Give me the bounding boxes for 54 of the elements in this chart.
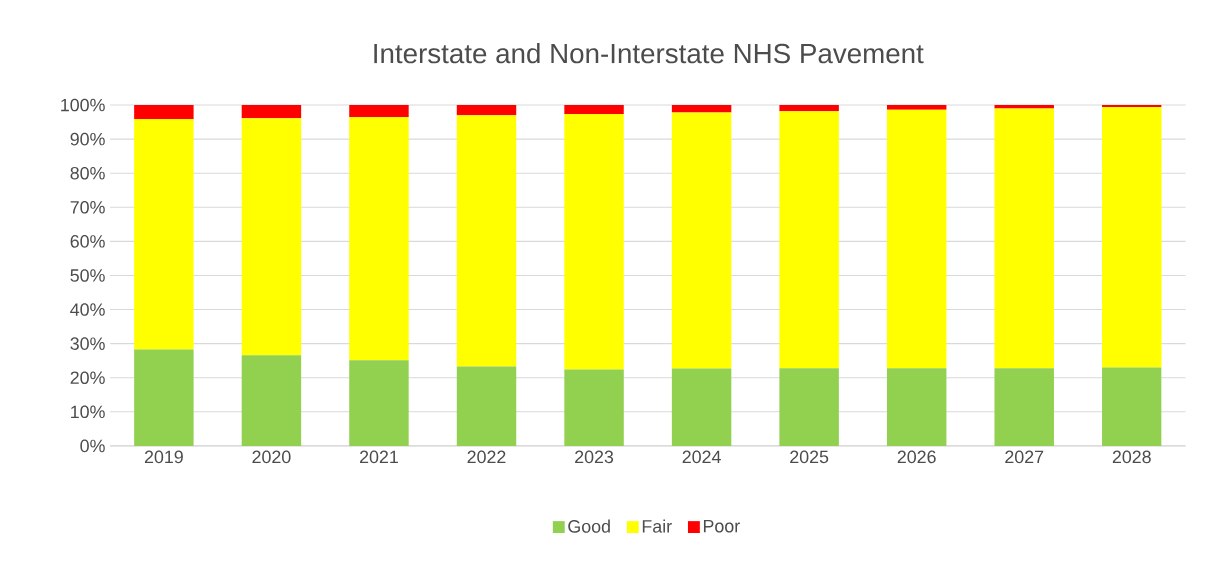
x-tick-label: 2019 bbox=[144, 450, 183, 464]
bar bbox=[671, 112, 732, 369]
legend-label: Good bbox=[568, 519, 610, 533]
bar bbox=[456, 115, 517, 367]
bar bbox=[779, 111, 839, 369]
y-tick-label: 20% bbox=[70, 371, 105, 385]
bar bbox=[994, 108, 1054, 369]
x-tick-label: 2020 bbox=[252, 450, 291, 464]
bar bbox=[349, 105, 409, 118]
bar bbox=[564, 113, 624, 370]
legend-label: Poor bbox=[703, 520, 740, 533]
bar bbox=[241, 355, 302, 446]
bar bbox=[671, 368, 732, 446]
x-tick-label: 2028 bbox=[1112, 450, 1151, 464]
bar bbox=[456, 366, 517, 446]
chart-title: Interstate and Non-Interstate NHS Pavement bbox=[374, 43, 924, 64]
bar bbox=[134, 105, 194, 120]
bar bbox=[134, 349, 194, 446]
bar bbox=[1102, 105, 1162, 108]
bar bbox=[779, 105, 839, 112]
y-tick-label: 90% bbox=[70, 132, 105, 146]
bar bbox=[241, 118, 302, 356]
x-tick-label: 2021 bbox=[360, 450, 398, 464]
bar bbox=[241, 105, 302, 119]
x-tick-label: 2023 bbox=[575, 450, 614, 464]
bar bbox=[886, 368, 947, 446]
y-tick-label: 10% bbox=[71, 405, 105, 419]
y-tick-label: 100% bbox=[61, 98, 105, 112]
legend-label: Fair bbox=[642, 519, 672, 533]
y-tick-label: 80% bbox=[70, 166, 105, 180]
x-tick-label: 2026 bbox=[897, 450, 936, 464]
bar bbox=[886, 109, 947, 369]
y-tick-label: 60% bbox=[70, 235, 105, 248]
bar bbox=[134, 119, 194, 350]
bar bbox=[349, 360, 409, 446]
x-tick-label: 2022 bbox=[467, 450, 506, 464]
x-tick-label: 2027 bbox=[1005, 450, 1044, 464]
bar bbox=[456, 105, 517, 116]
bar bbox=[994, 368, 1054, 446]
y-tick-label: 50% bbox=[70, 269, 105, 282]
bar bbox=[564, 105, 624, 114]
x-tick-label: 2025 bbox=[790, 450, 829, 464]
bar bbox=[1102, 107, 1162, 368]
y-tick-label: 30% bbox=[70, 337, 105, 351]
bar bbox=[564, 369, 624, 446]
y-tick-label: 0% bbox=[80, 439, 105, 453]
bar bbox=[349, 117, 409, 361]
y-tick-label: 40% bbox=[70, 303, 105, 316]
x-tick-label: 2024 bbox=[682, 450, 721, 464]
bar bbox=[671, 105, 732, 113]
y-tick-label: 70% bbox=[70, 201, 105, 214]
bar bbox=[886, 105, 947, 110]
bar bbox=[1102, 367, 1162, 446]
bar bbox=[779, 368, 839, 446]
